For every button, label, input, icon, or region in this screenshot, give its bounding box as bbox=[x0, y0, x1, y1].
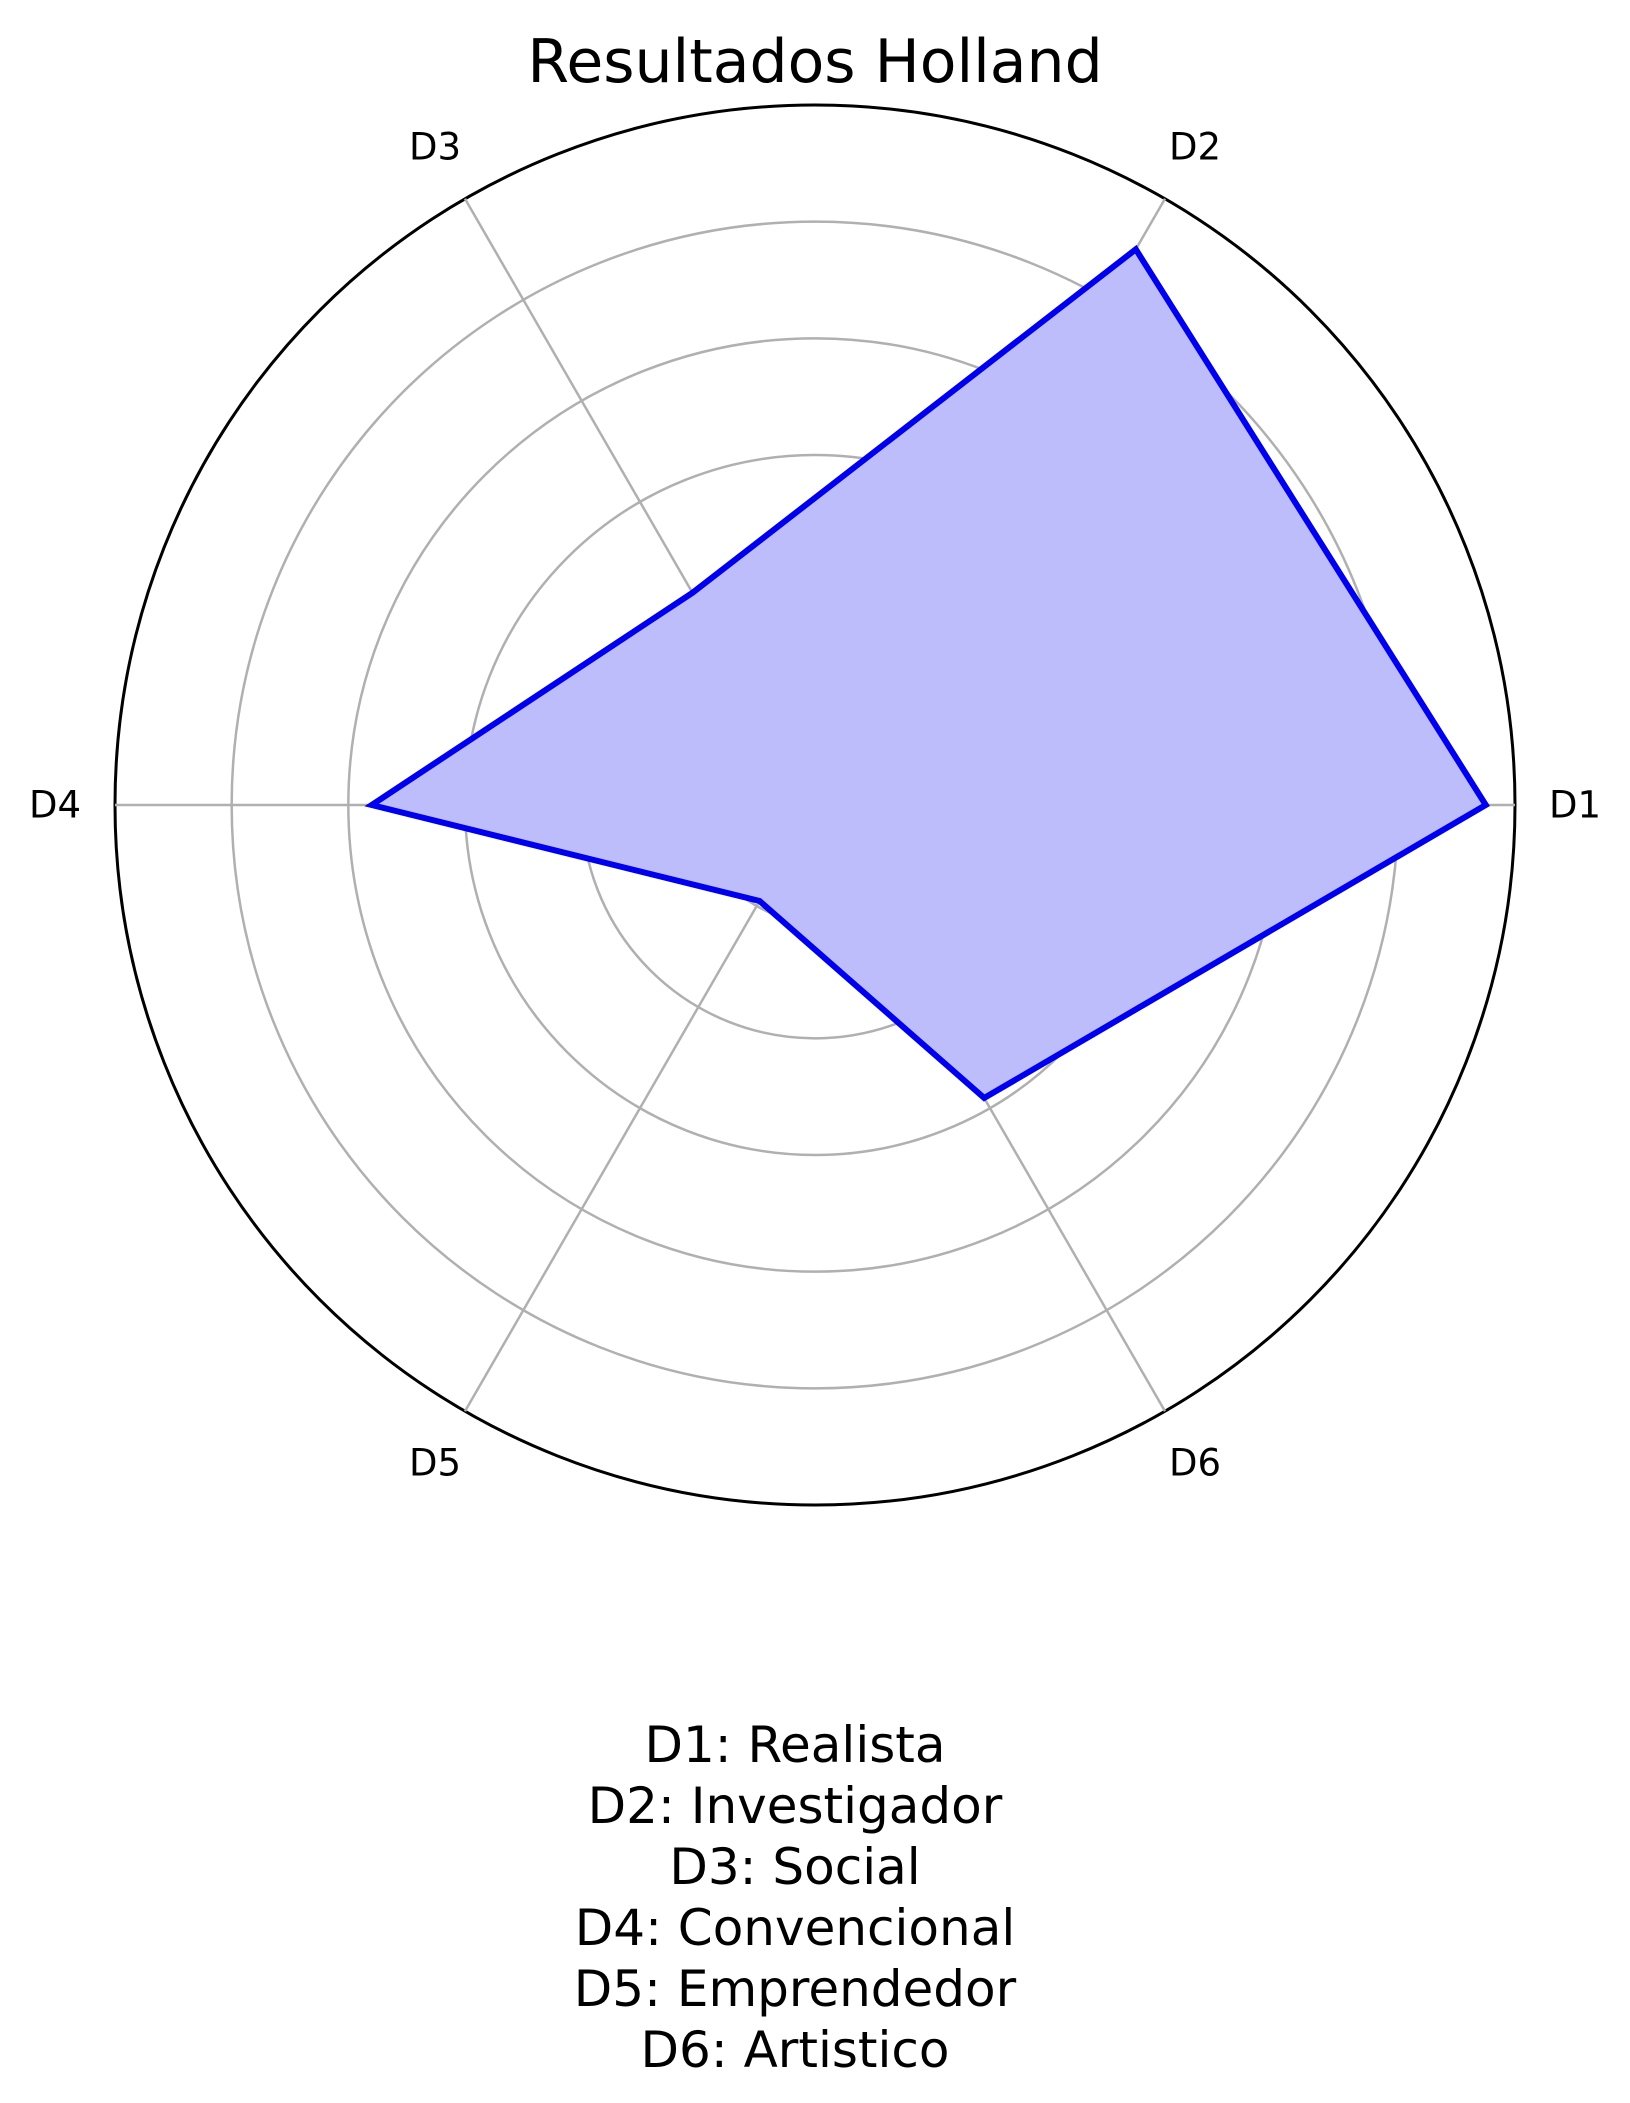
axis-label-d2: D2 bbox=[1169, 125, 1221, 168]
radar-series bbox=[364, 244, 1490, 1102]
axis-labels: D1 D2 D3 D4 D5 D6 bbox=[29, 125, 1601, 1484]
legend-entry-d6: D6: Artistico bbox=[640, 2021, 950, 2079]
legend-entry-d3: D3: Social bbox=[669, 1838, 921, 1896]
axis-label-d1: D1 bbox=[1549, 784, 1601, 827]
axis-label-d4: D4 bbox=[29, 784, 81, 827]
chart-title: Resultados Holland bbox=[527, 27, 1103, 97]
axis-label-d3: D3 bbox=[409, 125, 461, 168]
legend-entry-d5: D5: Emprendedor bbox=[573, 1960, 1017, 2018]
axis-label-d5: D5 bbox=[409, 1442, 461, 1485]
series-area bbox=[371, 249, 1486, 1099]
axis-label-d6: D6 bbox=[1169, 1442, 1221, 1485]
legend-entry-d4: D4: Convencional bbox=[574, 1899, 1016, 1957]
series-line bbox=[364, 244, 1490, 1102]
legend-entry-d2: D2: Investigador bbox=[587, 1777, 1003, 1835]
category-legend: D1: Realista D2: Investigador D3: Social… bbox=[0, 1715, 1590, 2081]
radar-chart: D1 D2 D3 D4 D5 D6 bbox=[29, 103, 1601, 1507]
legend-entry-d1: D1: Realista bbox=[644, 1716, 946, 1774]
spoke-d5 bbox=[463, 804, 817, 1412]
